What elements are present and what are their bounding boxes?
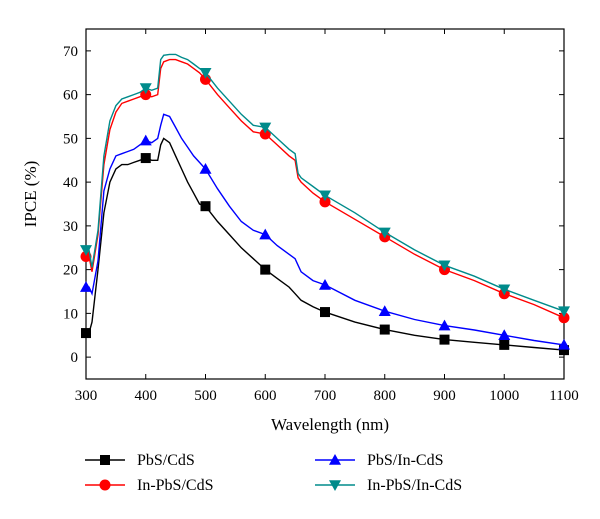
- y-tick-label: 30: [63, 219, 78, 235]
- data-point: [80, 245, 92, 256]
- series-4: [80, 53, 570, 318]
- legend-marker: [329, 454, 341, 465]
- data-point: [259, 228, 272, 240]
- data-point: [438, 319, 451, 331]
- data-point: [199, 163, 212, 174]
- series-line: [86, 137, 565, 351]
- data-point: [378, 305, 391, 316]
- legend-marker: [99, 479, 111, 491]
- data-point: [80, 251, 92, 262]
- data-point: [199, 67, 212, 79]
- x-tick-label: 400: [135, 388, 158, 404]
- data-point: [200, 201, 211, 212]
- data-point: [140, 153, 151, 164]
- x-tick-label: 1000: [489, 388, 519, 404]
- legend-marker: [329, 480, 341, 491]
- legend-marker: [100, 455, 110, 465]
- x-axis-title: Wavelength (nm): [271, 415, 389, 434]
- legend: PbS/CdS In-PbS/CdS PbS/In-CdS In-PbS/In-CdS: [85, 452, 462, 494]
- data-point: [319, 190, 331, 202]
- legend-label: In-PbS/CdS: [137, 477, 213, 494]
- y-axis-title: IPCE (%): [21, 161, 40, 228]
- data-point: [499, 339, 510, 350]
- x-tick-label: 300: [75, 388, 98, 404]
- series-line: [86, 53, 565, 312]
- series-1: [81, 137, 569, 356]
- y-tick-label: 10: [63, 306, 78, 322]
- data-point: [498, 329, 511, 341]
- legend-item: In-PbS/CdS: [85, 477, 213, 494]
- data-point: [259, 122, 272, 134]
- data-point: [139, 83, 152, 95]
- y-axis-ticks: 0 10 20 30 40 50 60 70: [63, 44, 564, 366]
- series-line: [86, 58, 565, 319]
- data-point: [80, 281, 92, 292]
- y-tick-label: 0: [71, 350, 79, 366]
- y-tick-label: 50: [63, 131, 78, 147]
- x-tick-label: 800: [374, 388, 397, 404]
- data-point: [319, 278, 331, 290]
- data-point: [558, 338, 570, 350]
- legend-label: In-PbS/In-CdS: [367, 477, 462, 494]
- data-point: [81, 328, 91, 339]
- legend-item: In-PbS/In-CdS: [315, 477, 462, 494]
- legend-item: PbS/CdS: [85, 452, 195, 469]
- data-point: [259, 128, 271, 140]
- data-point: [439, 334, 450, 345]
- x-axis-ticks: 300 400 500 600 700 800 900 1000 1100: [75, 29, 579, 404]
- y-tick-label: 60: [63, 88, 78, 104]
- series-layer: [80, 53, 570, 356]
- x-tick-label: 900: [433, 388, 456, 404]
- data-point: [438, 260, 451, 272]
- data-point: [379, 324, 390, 335]
- x-tick-label: 600: [254, 388, 277, 404]
- series-line: [86, 113, 565, 346]
- y-tick-label: 20: [63, 263, 78, 279]
- legend-label: PbS/CdS: [137, 452, 195, 469]
- data-point: [139, 134, 152, 146]
- data-point: [319, 196, 331, 208]
- legend-label: PbS/In-CdS: [367, 452, 443, 469]
- data-point: [378, 227, 391, 239]
- data-point: [498, 284, 511, 296]
- series-3: [80, 113, 570, 350]
- data-point: [558, 306, 570, 318]
- x-tick-label: 500: [194, 388, 217, 404]
- data-point: [559, 345, 569, 356]
- y-tick-label: 70: [63, 44, 78, 60]
- legend-item: PbS/In-CdS: [315, 452, 443, 469]
- y-tick-label: 40: [63, 175, 78, 191]
- x-tick-label: 700: [314, 388, 337, 404]
- x-tick-label: 1100: [549, 388, 578, 404]
- data-point: [140, 89, 152, 101]
- data-point: [558, 312, 570, 324]
- data-point: [320, 307, 330, 318]
- data-point: [260, 264, 271, 275]
